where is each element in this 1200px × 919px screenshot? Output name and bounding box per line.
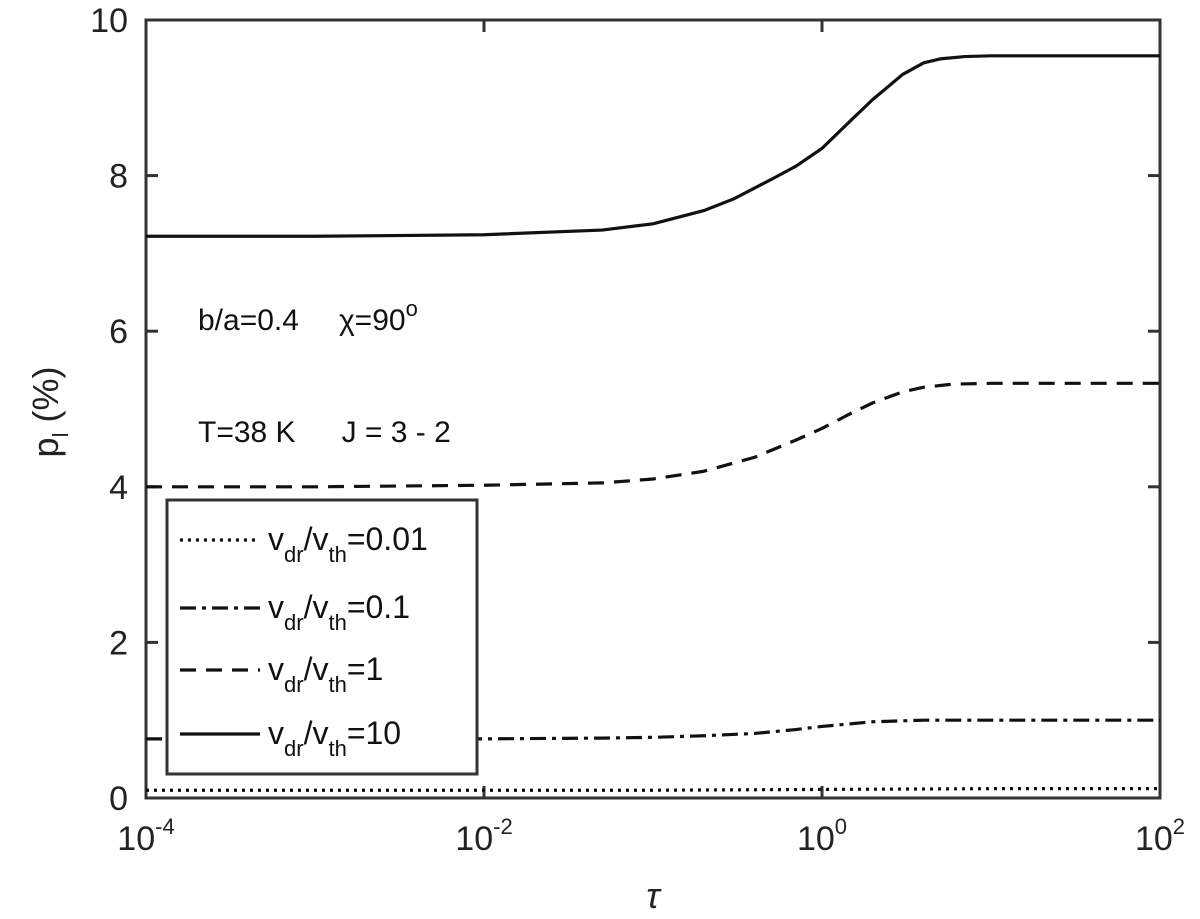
legend-entries: vdr/vth=0.01vdr/vth=0.1vdr/vth=1vdr/vth=… — [180, 521, 428, 761]
annotation-angle: χ=90 — [339, 304, 406, 337]
annotation-geometry-ratio: b/a=0.4 — [198, 304, 299, 337]
y-tick-label: 0 — [109, 780, 128, 818]
y-tick-label: 6 — [109, 313, 128, 351]
plot-frame — [144, 18, 1162, 800]
y-axis-label: pl (%) — [25, 367, 73, 458]
legend-label-sub-dr: dr — [284, 610, 304, 635]
x-tick-label-base: 10 — [797, 820, 835, 858]
x-tick-label-base: 10 — [117, 820, 155, 858]
series-line-solid — [146, 54, 1160, 238]
series-line-dotted — [146, 787, 1160, 792]
annotation-temperature: T=38 K — [198, 416, 296, 449]
legend-label-sub-dr: dr — [284, 542, 304, 567]
x-tick-label: 10-2 — [455, 814, 512, 858]
y-tick-label: 8 — [109, 158, 128, 196]
x-tick-label-base: 10 — [455, 820, 493, 858]
legend-label-slash: /v — [304, 589, 329, 625]
legend-label-sub-th: th — [328, 672, 346, 697]
x-tick-label-exponent: 2 — [1173, 814, 1185, 839]
legend-label-sub-th: th — [328, 610, 346, 635]
y-tick-label: 2 — [109, 624, 128, 662]
x-tick-label-exponent: -4 — [155, 814, 175, 839]
x-tick-label-base: 10 — [1135, 820, 1173, 858]
legend-label-value: =1 — [347, 651, 383, 687]
legend-label-value: =0.01 — [347, 521, 428, 557]
legend-label-sub-dr: dr — [284, 736, 304, 761]
legend-label: vdr/vth=0.1 — [268, 589, 410, 635]
legend-box — [165, 498, 479, 776]
legend-label-sub-th: th — [328, 542, 346, 567]
x-tick-label-exponent: -2 — [493, 814, 513, 839]
x-axis-label: τ — [646, 875, 662, 916]
legend: vdr/vth=0.01vdr/vth=0.1vdr/vth=1vdr/vth=… — [165, 498, 479, 776]
series-layer — [146, 54, 1160, 792]
y-tick-label: 10 — [90, 2, 128, 40]
legend-label-value: =0.1 — [347, 589, 410, 625]
x-tick-label: 100 — [797, 814, 847, 858]
legend-label-v: v — [268, 521, 284, 557]
y-axis-label-subscript: l — [48, 433, 73, 438]
legend-label: vdr/vth=0.01 — [268, 521, 428, 567]
y-tick-label: 4 — [109, 469, 128, 507]
annotation-geometry: b/a=0.4 χ=90o — [198, 296, 418, 337]
legend-label-v: v — [268, 715, 284, 751]
legend-label: vdr/vth=1 — [268, 651, 383, 697]
legend-label: vdr/vth=10 — [268, 715, 401, 761]
legend-label-sub-th: th — [328, 736, 346, 761]
y-axis-label-symbol: p — [25, 437, 66, 457]
legend-label-slash: /v — [304, 651, 329, 687]
legend-label-value: =10 — [347, 715, 401, 751]
y-axis-label-unit: (%) — [25, 367, 66, 423]
annotation-angle-degree: o — [406, 296, 418, 321]
series-line-dashed — [146, 381, 1160, 489]
legend-label-slash: /v — [304, 521, 329, 557]
x-tick-label: 102 — [1135, 814, 1185, 858]
legend-label-v: v — [268, 589, 284, 625]
legend-label-slash: /v — [304, 715, 329, 751]
legend-label-sub-dr: dr — [284, 672, 304, 697]
legend-label-v: v — [268, 651, 284, 687]
x-tick-label-exponent: 0 — [835, 814, 847, 839]
annotation-conditions: T=38 K J = 3 - 2 — [198, 416, 451, 449]
series-line-dashdot — [146, 718, 1160, 741]
x-tick-label: 10-4 — [117, 814, 174, 858]
annotation-transition: J = 3 - 2 — [342, 416, 451, 449]
